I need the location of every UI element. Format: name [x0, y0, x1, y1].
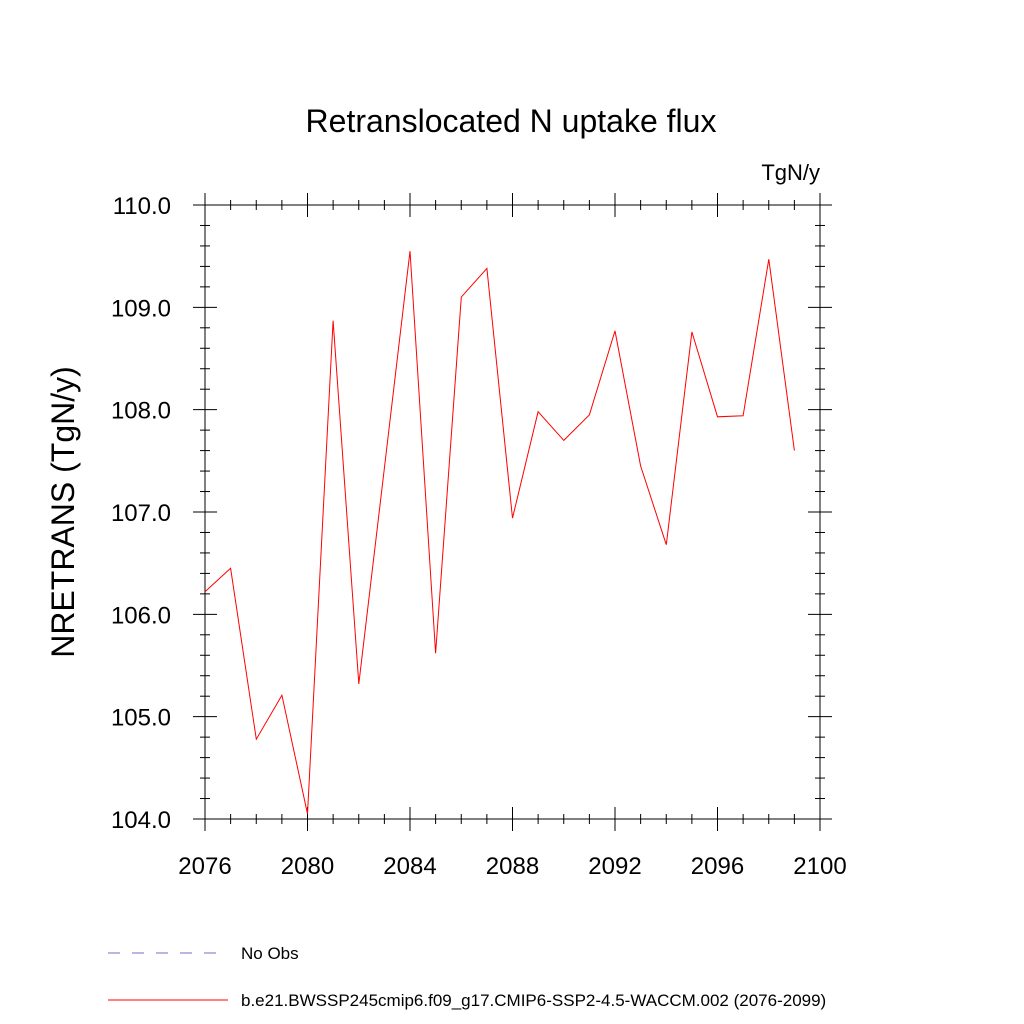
y-tick-label: 109.0 [111, 295, 171, 322]
y-axis-label: NRETRANS (TgN/y) [45, 366, 81, 658]
tick-labels: 2076 2080 2084 2088 2092 2096 2100 104.0 105.0 10… [111, 193, 847, 880]
legend-label: No Obs [241, 944, 299, 963]
legend: No Obs b.e21.BWSSP245cmip6.f09_g17.CMIP6-… [108, 944, 826, 1010]
y-tick-label: 108.0 [111, 398, 171, 425]
plot-frame [204, 204, 821, 820]
x-tick-label: 2092 [588, 853, 641, 880]
x-tick-label: 2076 [178, 853, 231, 880]
series-layer [204, 251, 795, 815]
chart-title: Retranslocated N uptake flux [306, 103, 717, 139]
y-tick-label: 104.0 [111, 807, 171, 834]
x-tick-label: 2088 [486, 853, 539, 880]
legend-label: b.e21.BWSSP245cmip6.f09_g17.CMIP6-SSP2-4… [241, 991, 826, 1010]
axis-ticks [193, 193, 832, 831]
x-tick-label: 2100 [793, 853, 846, 880]
y-tick-label: 107.0 [111, 500, 171, 527]
x-tick-label: 2084 [383, 853, 436, 880]
series-line [204, 251, 795, 815]
y-tick-label: 106.0 [111, 602, 171, 629]
y-tick-label: 110.0 [113, 193, 171, 220]
y-tick-label: 105.0 [111, 705, 171, 732]
units-label: TgN/y [761, 160, 820, 185]
x-tick-label: 2096 [691, 853, 744, 880]
x-tick-label: 2080 [281, 853, 334, 880]
